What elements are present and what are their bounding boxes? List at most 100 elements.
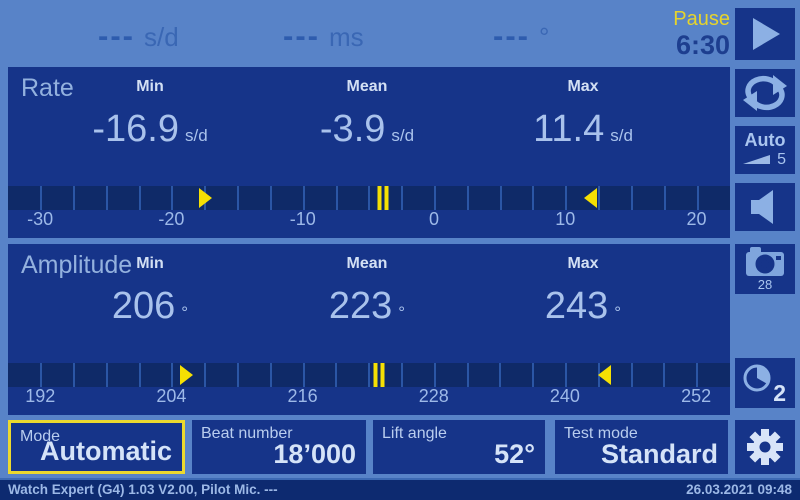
tick-label: 0 <box>428 209 439 229</box>
scale-divider <box>335 363 338 387</box>
amplitude-panel: Amplitude Min 206 ° Mean 223 ° Max 243 ° 19… <box>8 244 730 415</box>
rate-reading-unit: s/d <box>143 22 179 52</box>
beat-number-field[interactable]: Beat number 18’000 <box>192 420 366 474</box>
amplitude-scale-ticks: 192 204 216 228 240 252 <box>8 386 730 410</box>
lift-angle-value: 52° <box>494 439 535 469</box>
amplitude-min-value: 206 <box>111 285 176 327</box>
play-icon <box>753 18 780 50</box>
mode-field[interactable]: Mode Automatic <box>8 420 185 474</box>
amplitude-scale-gauge <box>8 363 730 387</box>
scale-divider <box>400 363 403 387</box>
scale-divider <box>237 363 239 387</box>
rate-min-unit: s/d <box>184 126 208 145</box>
scale-divider <box>598 186 601 210</box>
amplitude-mean-header: Mean <box>346 255 388 272</box>
lift-angle-label: Lift angle <box>382 425 447 442</box>
scale-divider <box>269 363 272 387</box>
scale-divider <box>401 186 404 210</box>
marker-max <box>597 365 611 385</box>
rate-reading-value: --- <box>98 18 135 53</box>
amplitude-min-unit: ° <box>181 303 189 322</box>
screenshot-button[interactable]: 28 <box>735 244 795 294</box>
rate-max-column: Max 11.4 s/d <box>493 78 673 151</box>
scale-divider <box>696 363 699 387</box>
auto-mode-button[interactable]: Auto 5 <box>735 126 795 174</box>
amplitude-reading: --- ° <box>493 18 549 54</box>
scale-divider <box>335 186 338 210</box>
rate-max-value: 11.4 <box>533 108 605 150</box>
scale-divider <box>499 363 502 387</box>
rate-mean-header: Mean <box>346 78 388 95</box>
tick-label: 216 <box>287 386 318 406</box>
timer-icon <box>743 364 771 392</box>
scale-divider <box>368 186 371 210</box>
scale-divider <box>565 186 568 210</box>
scale-divider <box>237 186 240 210</box>
amplitude-mean-value: 223 <box>328 285 393 327</box>
scale-divider <box>532 363 535 387</box>
marker-mean <box>377 186 389 210</box>
beat-number-value: 18’000 <box>273 439 356 469</box>
scale-divider <box>138 186 141 210</box>
tick-label: 192 <box>25 386 56 406</box>
rate-scale-ticks: -30 -20 -10 0 10 20 <box>8 209 730 233</box>
scale-divider <box>40 186 43 210</box>
amplitude-max-header: Max <box>567 255 599 272</box>
tick-label: -30 <box>27 209 54 229</box>
refresh-button[interactable] <box>735 69 795 117</box>
scale-divider <box>696 186 699 210</box>
rate-panel-title: Rate <box>21 74 74 102</box>
lift-angle-field[interactable]: Lift angle 52° <box>373 420 545 474</box>
scale-divider <box>630 363 633 387</box>
scale-divider <box>433 363 436 387</box>
scale-divider <box>73 363 76 387</box>
scale-divider <box>105 186 108 210</box>
test-mode-field[interactable]: Test mode Standard <box>555 420 728 474</box>
scale-divider <box>499 186 502 210</box>
mode-field-value: Automatic <box>39 436 172 466</box>
timer-count: 2 <box>773 380 786 406</box>
marker-min <box>180 365 194 385</box>
rate-max-header: Max <box>567 78 599 95</box>
auto-count: 5 <box>777 151 786 168</box>
scale-divider <box>663 186 666 210</box>
beat-error-value: --- <box>283 18 320 53</box>
tick-label: 10 <box>555 209 576 229</box>
auto-button-label: Auto <box>744 130 786 150</box>
amplitude-mean-column: Mean 223 ° <box>277 255 457 328</box>
amplitude-reading-unit: ° <box>538 22 550 52</box>
scale-divider <box>204 363 207 387</box>
rate-mean-column: Mean -3.9 s/d <box>277 78 457 151</box>
auto-ramp-icon <box>743 155 770 164</box>
tick-label: -10 <box>289 209 316 229</box>
scale-divider <box>433 186 436 210</box>
start-stop-button[interactable] <box>735 8 795 60</box>
camera-icon <box>746 247 784 276</box>
amplitude-min-header: Min <box>136 255 164 272</box>
scale-divider <box>466 186 469 210</box>
speaker-icon <box>751 190 773 224</box>
rate-mean-value: -3.9 <box>319 108 386 150</box>
scale-divider <box>72 186 75 210</box>
rate-scale-gauge <box>8 186 730 210</box>
rate-mean-unit: s/d <box>391 126 415 145</box>
rate-max-unit: s/d <box>610 126 633 145</box>
timer-button[interactable]: 2 <box>735 358 795 408</box>
scale-divider <box>663 363 666 387</box>
scale-divider <box>532 186 535 210</box>
amplitude-max-unit: ° <box>614 303 622 322</box>
speaker-button[interactable] <box>735 183 795 231</box>
scale-divider <box>466 363 469 387</box>
rate-reading: --- s/d <box>98 18 179 54</box>
measurement-countdown: 6:30 <box>675 30 730 60</box>
scale-divider <box>269 186 272 210</box>
marker-max <box>583 188 597 208</box>
tick-label: -20 <box>158 209 185 229</box>
rate-min-value: -16.9 <box>92 108 179 150</box>
rate-panel: Rate Min -16.9 s/d Mean -3.9 s/d Max 11.4 s… <box>8 67 730 238</box>
scale-divider <box>105 363 108 387</box>
scale-divider <box>564 363 567 387</box>
rate-min-header: Min <box>136 78 164 95</box>
settings-button[interactable] <box>735 420 795 474</box>
